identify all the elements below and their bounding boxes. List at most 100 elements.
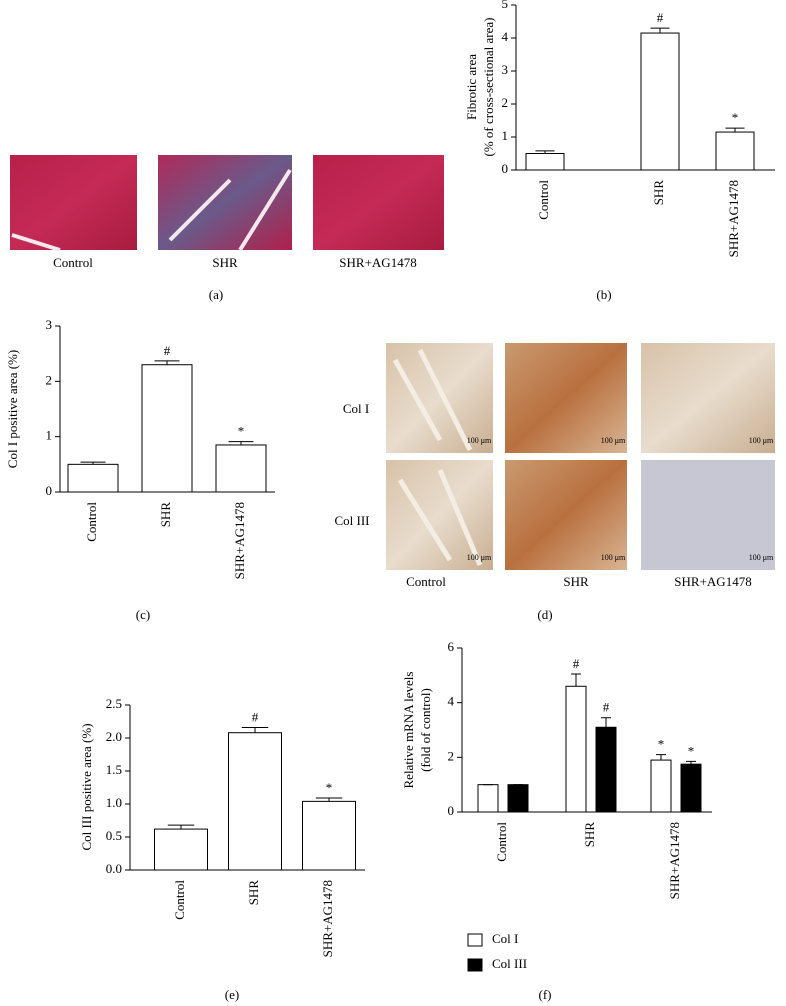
scale-bar-label: 100 μm (467, 553, 492, 562)
caption: SHR+AG1478 (339, 255, 416, 270)
legend-label: Col III (492, 956, 527, 971)
significance-marker: # (603, 700, 610, 715)
bar (215, 444, 267, 493)
panel-label: (f) (539, 987, 552, 1002)
x-tick-label: Control (494, 822, 509, 862)
panel-label: (e) (225, 987, 239, 1002)
y-tick-label: 0.5 (106, 828, 122, 843)
caption: Control (406, 574, 446, 589)
x-tick-label: SHR+AG1478 (232, 502, 247, 579)
y-axis-label: (fold of control) (418, 688, 433, 772)
y-tick-label: 2.0 (106, 729, 122, 744)
y-tick-label: 6 (448, 639, 455, 654)
bar (228, 732, 282, 871)
row-label: Col III (334, 513, 369, 528)
error-bar (315, 797, 343, 802)
x-tick-label: Control (172, 880, 187, 920)
y-tick-label: 1 (46, 428, 53, 443)
ihc-image (505, 460, 627, 570)
y-tick-label: 1.5 (106, 762, 122, 777)
significance-marker: * (326, 780, 333, 795)
y-tick-label: 3 (502, 62, 509, 77)
y-tick-label: 0 (46, 483, 53, 498)
y-tick-label: 4 (448, 694, 455, 709)
bar (650, 759, 672, 813)
tissue-gap (11, 168, 292, 252)
bar (525, 153, 565, 171)
x-tick-label: SHR (246, 880, 261, 906)
error-bar (154, 360, 180, 365)
panel-label: (c) (136, 607, 150, 622)
error-bar (656, 754, 666, 761)
scale-bar-label: 100 μm (601, 436, 626, 445)
y-axis-label: Relative mRNA levels (401, 672, 416, 789)
x-tick-label: SHR+AG1478 (320, 880, 335, 957)
ihc-image (641, 460, 775, 570)
y-tick-label: 0 (502, 161, 509, 176)
legend-label: Col I (492, 931, 518, 946)
error-bar (80, 461, 106, 465)
significance-marker: # (252, 709, 259, 724)
significance-marker: * (688, 743, 695, 758)
legend-swatch (467, 933, 483, 947)
bar (507, 784, 529, 813)
y-tick-label: 0 (448, 803, 455, 818)
legend-swatch (467, 958, 483, 972)
x-tick-label: SHR (582, 822, 597, 848)
panel-label: (b) (596, 287, 611, 302)
y-tick-label: 2 (46, 372, 53, 387)
histology-image (10, 155, 137, 250)
error-bar (571, 673, 581, 687)
x-tick-label: SHR+AG1478 (726, 180, 741, 257)
error-bar (725, 127, 745, 133)
caption: SHR (212, 255, 238, 270)
y-axis-label: (% of cross-sectional area) (481, 18, 496, 157)
y-tick-label: 4 (502, 29, 509, 44)
x-tick-label: Control (536, 180, 551, 220)
row-label: Col I (343, 401, 369, 416)
y-tick-label: 2.5 (106, 696, 122, 711)
error-bar (228, 441, 254, 445)
significance-marker: * (658, 737, 665, 752)
histology-image (313, 155, 444, 250)
bar (477, 784, 499, 813)
x-tick-label: SHR (158, 502, 173, 528)
x-tick-label: Control (84, 502, 99, 542)
caption: SHR (563, 574, 589, 589)
y-tick-label: 1.0 (106, 795, 122, 810)
panel-label: (a) (209, 287, 223, 302)
y-axis-label: Col I positive area (%) (5, 350, 20, 468)
scale-bars: 100 μm 100 μm 100 μm 100 μm 100 μm 100 μ… (467, 436, 774, 562)
bar (715, 131, 755, 171)
y-tick-label: 2 (448, 748, 455, 763)
bar (154, 828, 208, 871)
y-axis-label: Col III positive area (%) (79, 723, 94, 850)
bar (141, 364, 193, 493)
scale-bar-label: 100 μm (467, 436, 492, 445)
error-bar (167, 824, 195, 830)
ihc-image (505, 343, 627, 453)
bar (302, 800, 356, 871)
significance-marker: # (164, 343, 171, 358)
ihc-image (641, 343, 775, 453)
y-tick-label: 1 (502, 128, 509, 143)
y-tick-label: 5 (502, 0, 509, 11)
x-tick-label: SHR+AG1478 (667, 822, 682, 899)
significance-marker: * (732, 110, 739, 125)
bar (595, 726, 617, 813)
scale-bar-label: 100 μm (749, 553, 774, 562)
panel-label: (d) (537, 607, 552, 622)
y-axis-label: Fibrotic area (464, 54, 479, 120)
error-bar (535, 150, 555, 154)
y-tick-label: 3 (46, 317, 53, 332)
significance-marker: # (657, 10, 664, 25)
significance-marker: # (573, 656, 580, 671)
bar (640, 32, 680, 171)
y-tick-label: 0.0 (106, 861, 122, 876)
error-bar (650, 27, 670, 34)
caption: SHR+AG1478 (674, 574, 751, 589)
bar (67, 463, 119, 493)
x-tick-label: SHR (651, 180, 666, 206)
